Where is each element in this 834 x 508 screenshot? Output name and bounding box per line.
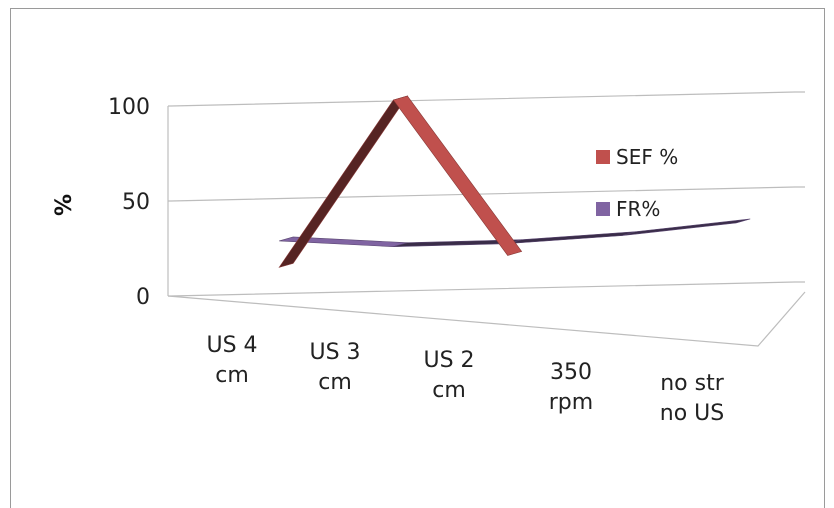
gridline-100 bbox=[168, 91, 805, 107]
y-axis-title: % bbox=[52, 194, 77, 216]
category-label-us-3-cm: US 3 cm bbox=[309, 340, 360, 395]
legend-swatch-sef bbox=[596, 150, 610, 164]
chart-area bbox=[10, 8, 825, 508]
legend-label-sef: SEF % bbox=[616, 145, 678, 169]
y-tick-100: 100 bbox=[108, 95, 150, 120]
series-fr-segment bbox=[507, 231, 637, 244]
category-label-us-2-cm: US 2 cm bbox=[423, 348, 474, 403]
y-axis-ticks: 0 50 100 bbox=[108, 95, 150, 310]
x-axis-categories: US 4 cm US 3 cm US 2 cm 350 rpm no str no US bbox=[206, 333, 724, 426]
category-label-us-4-cm: US 4 cm bbox=[206, 333, 257, 388]
gridline-50 bbox=[168, 186, 805, 202]
category-label-350-rpm: 350 rpm bbox=[549, 360, 593, 415]
gridline-0 bbox=[168, 281, 805, 297]
legend-label-fr: FR% bbox=[616, 197, 660, 221]
legend-swatch-fr bbox=[596, 202, 610, 216]
floor-edge bbox=[167, 291, 806, 347]
series-layer bbox=[278, 95, 751, 268]
series-fr-segment bbox=[621, 218, 751, 236]
y-tick-50: 50 bbox=[122, 190, 150, 215]
gridlines bbox=[167, 91, 806, 347]
series-sef-segment bbox=[392, 95, 523, 256]
category-label-no-str-no-us: no str no US bbox=[660, 371, 725, 426]
y-tick-0: 0 bbox=[136, 285, 150, 310]
legend: SEF % FR% bbox=[596, 145, 678, 221]
